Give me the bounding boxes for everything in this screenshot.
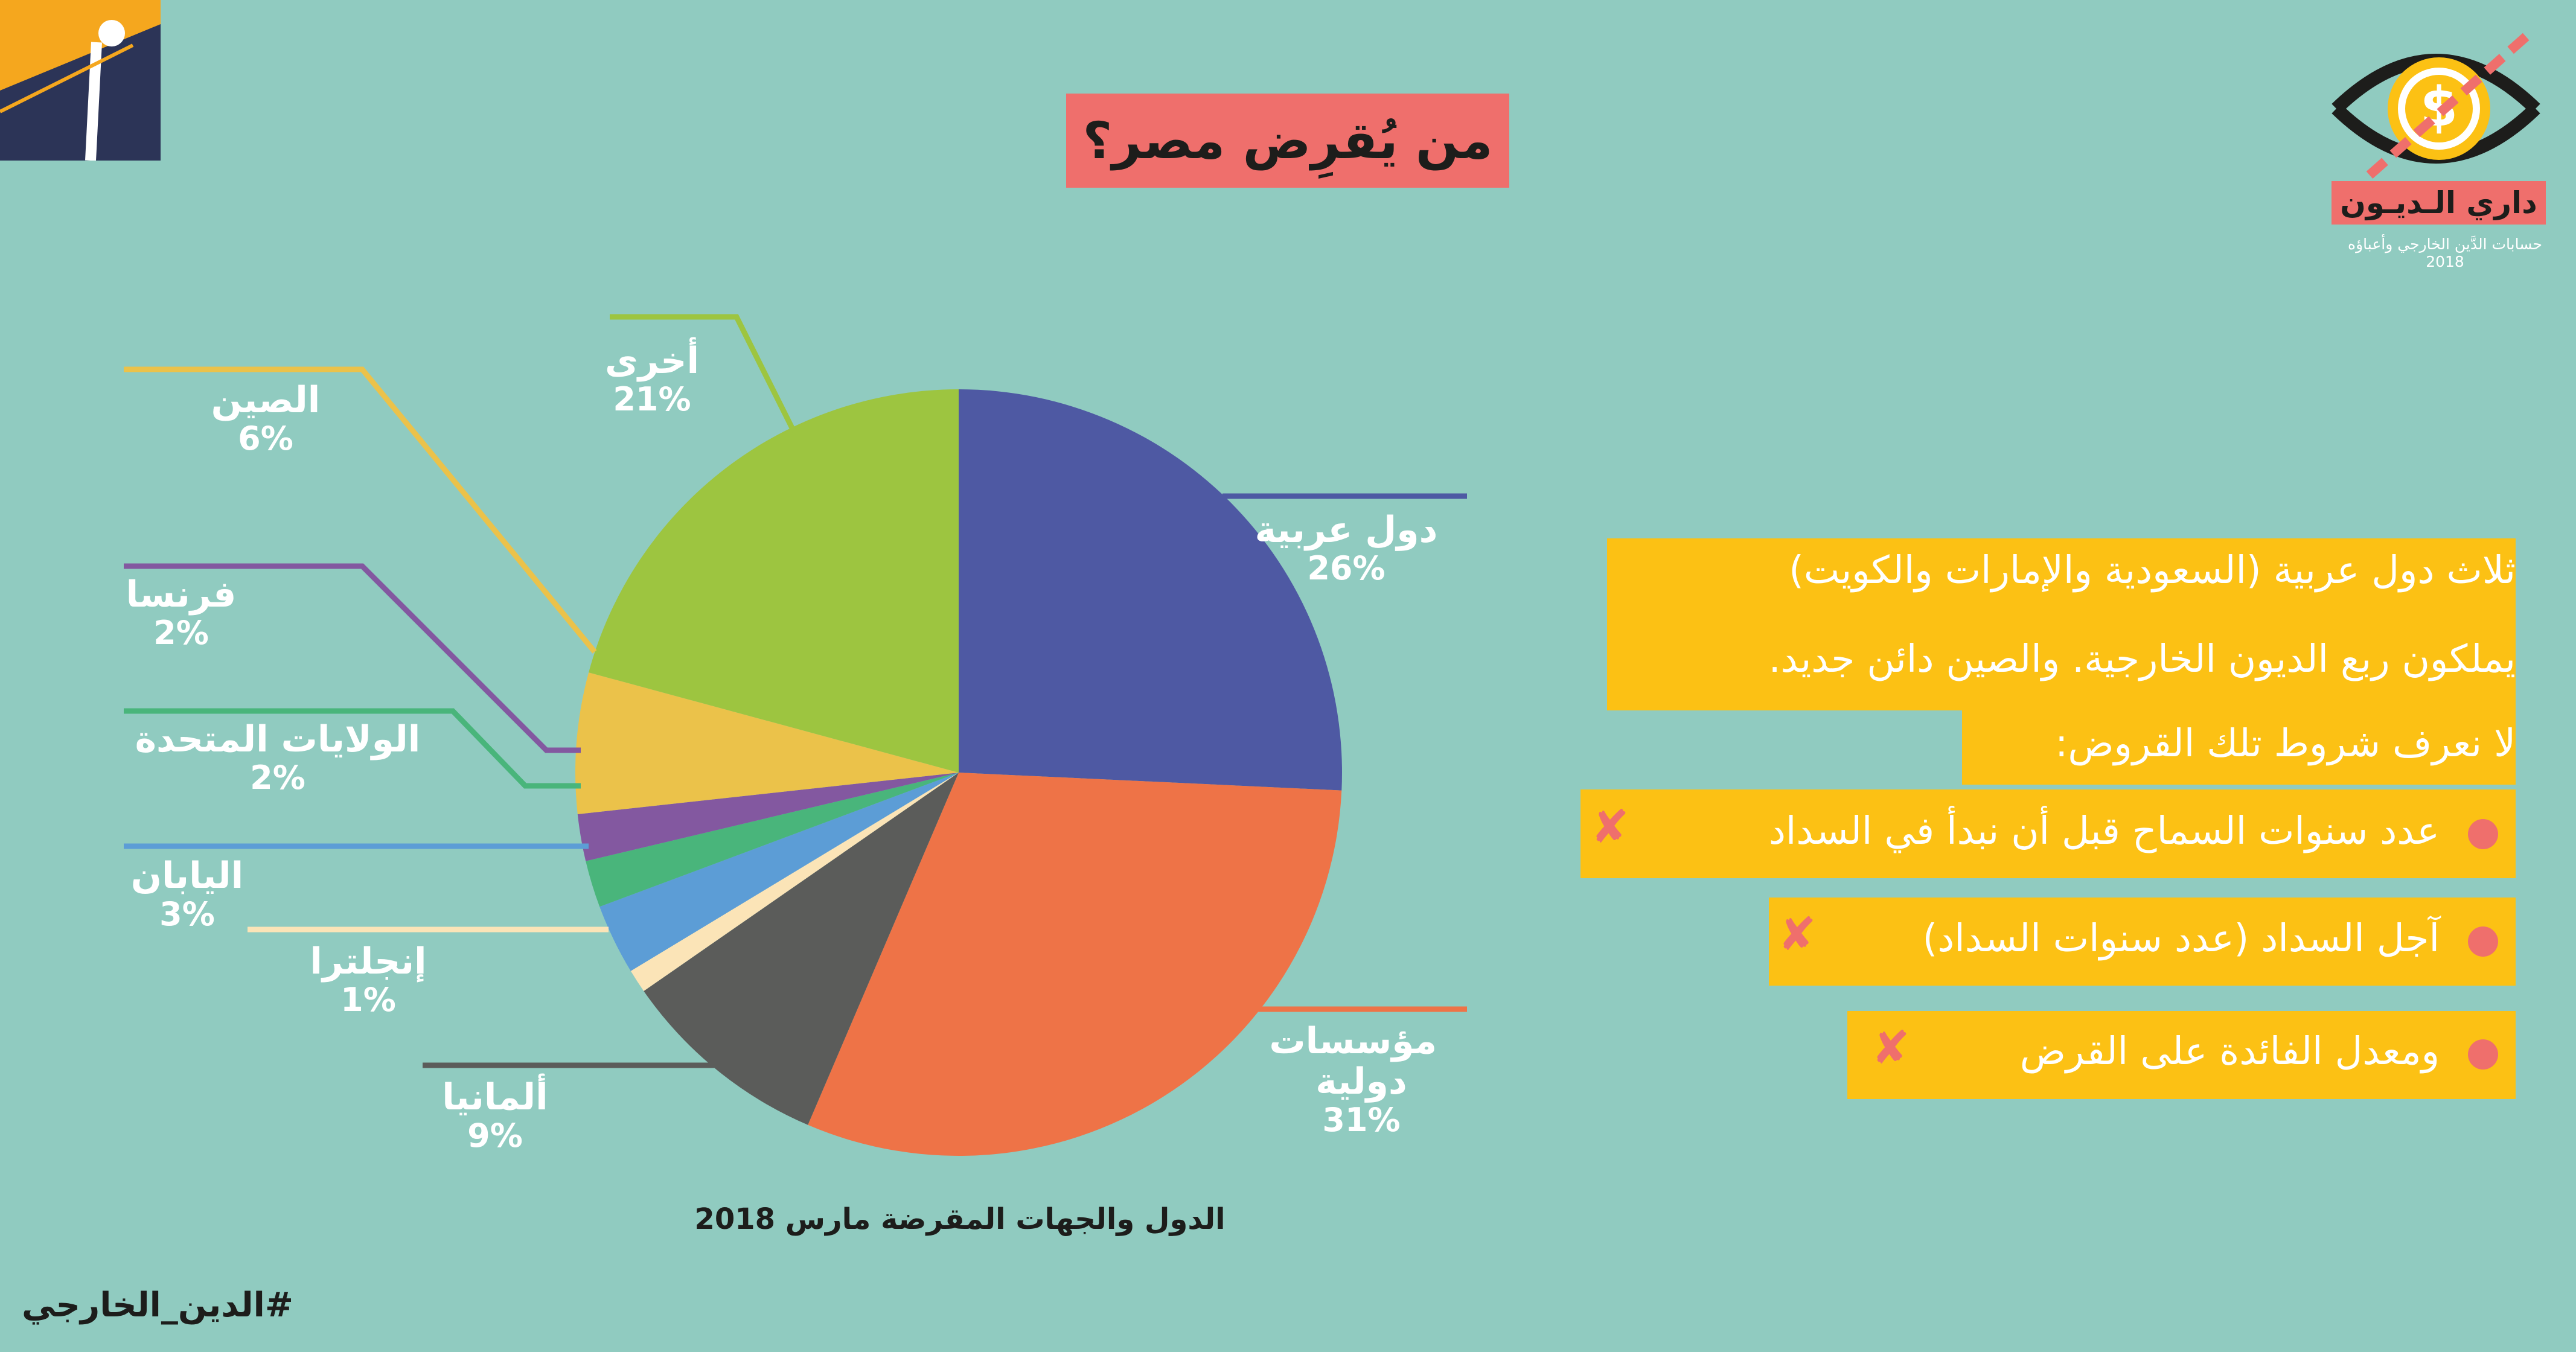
chart-caption: الدول والجهات المقرضة مارس 2018	[694, 1202, 1226, 1236]
pie-slice-2	[644, 773, 959, 1125]
label-france: فرنسا 2%	[126, 573, 237, 652]
x-mark-icon: ✘	[1591, 800, 1629, 853]
intro-line-2: يملكون ربع الديون الخارجية. والصين دائن …	[1768, 637, 2516, 681]
bullet-text-2: آجل السداد (عدد سنوات السداد)	[1922, 916, 2440, 960]
intro-line-1: ثلاث دول عربية (السعودية والإمارات والكو…	[1789, 548, 2516, 592]
bullet-dot	[2468, 819, 2498, 849]
bullet-dot	[2468, 1039, 2498, 1070]
pie-slice-6	[577, 773, 959, 861]
label-japan: اليابان 3%	[130, 855, 244, 934]
pie-slice-8	[589, 389, 959, 773]
label-united-states: الولايات المتحدة 2%	[135, 718, 421, 797]
bullet-box-2	[1769, 898, 2516, 986]
brand-name: داري الـديـون	[2332, 181, 2546, 225]
label-arab-countries: دول عربية 26%	[1254, 509, 1438, 588]
bullet-text-1: عدد سنوات السماح قبل أن نبدأ في السداد	[1768, 809, 2440, 853]
pie-slice-1	[808, 773, 1342, 1156]
page-title: من يُقرِض مصر؟	[1082, 111, 1493, 170]
leader-line-france	[124, 563, 581, 753]
brand-subtitle: حسابات الدَّين الخارجي وأعباؤه 2018	[2348, 235, 2542, 270]
label-china: الصين 6%	[211, 379, 321, 458]
hashtag: #الدين_الخارجي	[22, 1286, 293, 1325]
eipr-logo-graphic	[0, 20, 161, 161]
x-mark-icon: ✘	[1778, 907, 1817, 961]
bullet-box-3	[1847, 1011, 2516, 1099]
pie-slice-5	[586, 773, 959, 907]
pie-slice-4	[599, 773, 959, 971]
bullet-text-3: ومعدل الفائدة على القرض	[2019, 1029, 2440, 1073]
intro-box-top	[1607, 538, 2516, 710]
eipr-logo	[0, 0, 161, 161]
label-other: أخرى 21%	[604, 340, 700, 419]
leader-line-china	[124, 366, 597, 654]
intro-line-3: لا نعرف شروط تلك القروض:	[2055, 721, 2516, 765]
pie-slice-7	[575, 672, 959, 814]
page-title-box: من يُقرِض مصر؟	[1066, 94, 1509, 188]
pie-slice-3	[630, 773, 959, 991]
leader-line-other	[610, 314, 797, 433]
bullet-dot	[2468, 926, 2498, 957]
leader-line-us	[124, 708, 581, 789]
intro-box-bottom	[1962, 707, 2516, 785]
brand-logo: $	[2327, 24, 2557, 266]
label-germany: ألمانيا 9%	[442, 1076, 548, 1155]
label-england: إنجلترا 1%	[310, 940, 427, 1019]
bullet-box-1	[1580, 789, 2516, 878]
pie-slice-0	[959, 389, 1342, 791]
eye-dollar-icon: $	[2332, 33, 2540, 179]
x-mark-icon: ✘	[1871, 1021, 1910, 1074]
label-intl-institutions: مؤسسات دولية 31%	[1269, 1020, 1437, 1140]
